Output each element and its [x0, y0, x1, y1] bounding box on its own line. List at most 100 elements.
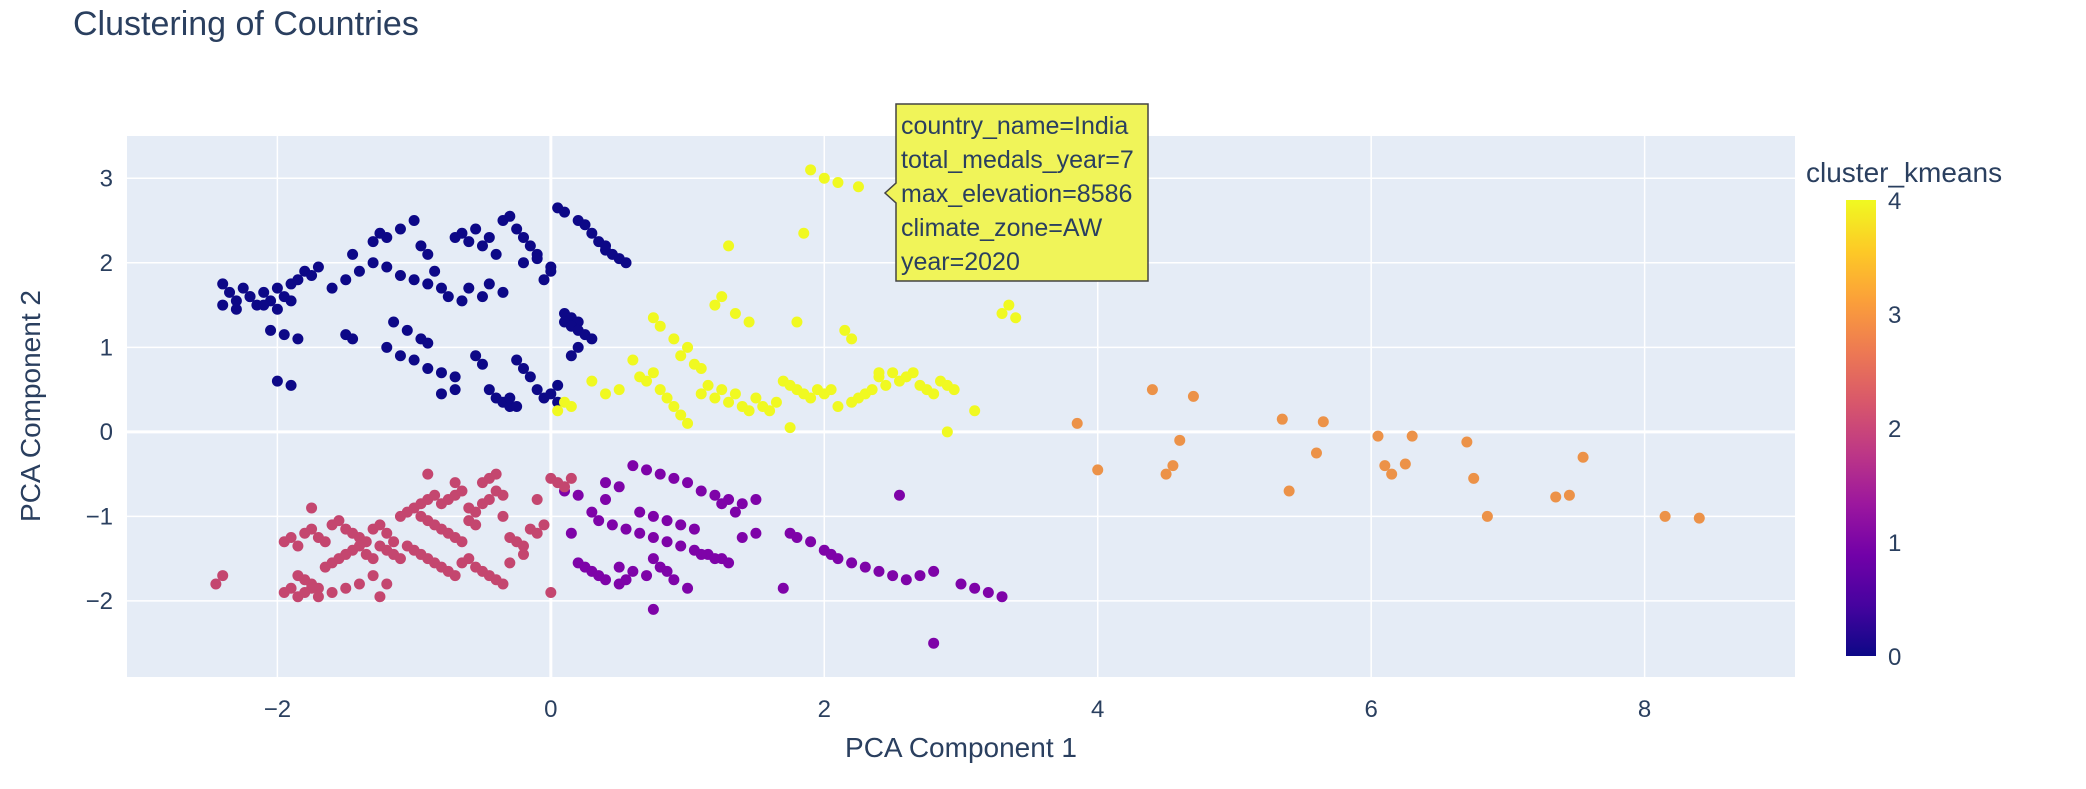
scatter-point-cluster-2[interactable]: [388, 536, 400, 548]
scatter-point-cluster-0[interactable]: [545, 388, 557, 400]
scatter-point-cluster-1[interactable]: [688, 523, 700, 535]
scatter-point-cluster-2[interactable]: [285, 532, 297, 544]
scatter-point-cluster-0[interactable]: [408, 215, 420, 227]
scatter-point-cluster-2[interactable]: [285, 582, 297, 594]
scatter-point-cluster-4[interactable]: [784, 422, 796, 434]
scatter-point-cluster-0[interactable]: [470, 350, 482, 362]
scatter-point-cluster-1[interactable]: [805, 536, 817, 548]
scatter-point-cluster-2[interactable]: [374, 519, 386, 531]
scatter-point-cluster-3[interactable]: [1310, 447, 1322, 459]
scatter-point-cluster-4[interactable]: [709, 392, 721, 404]
scatter-point-cluster-0[interactable]: [224, 286, 236, 298]
scatter-point-cluster-0[interactable]: [517, 362, 529, 374]
scatter-point-cluster-1[interactable]: [791, 532, 803, 544]
scatter-point-cluster-0[interactable]: [394, 269, 406, 281]
scatter-point-cluster-2[interactable]: [565, 472, 577, 484]
scatter-point-cluster-2[interactable]: [517, 540, 529, 552]
scatter-point-cluster-0[interactable]: [367, 236, 379, 248]
scatter-point-cluster-1[interactable]: [709, 553, 721, 565]
scatter-point-cluster-1[interactable]: [572, 489, 584, 501]
scatter-point-cluster-4[interactable]: [839, 324, 851, 336]
scatter-point-cluster-0[interactable]: [442, 291, 454, 303]
scatter-point-cluster-1[interactable]: [661, 515, 673, 527]
scatter-point-cluster-1[interactable]: [613, 561, 625, 573]
scatter-point-cluster-4[interactable]: [743, 316, 755, 328]
scatter-point-cluster-0[interactable]: [271, 303, 283, 315]
scatter-point-cluster-4[interactable]: [846, 333, 858, 345]
scatter-point-cluster-3[interactable]: [1563, 489, 1575, 501]
scatter-point-cluster-0[interactable]: [545, 261, 557, 273]
scatter-point-cluster-2[interactable]: [306, 523, 318, 535]
scatter-point-cluster-0[interactable]: [476, 240, 488, 252]
scatter-point-cluster-2[interactable]: [449, 477, 461, 489]
scatter-point-cluster-1[interactable]: [634, 527, 646, 539]
scatter-point-cluster-1[interactable]: [593, 515, 605, 527]
scatter-point-cluster-1[interactable]: [641, 570, 653, 582]
scatter-point-cluster-2[interactable]: [517, 548, 529, 560]
scatter-point-cluster-3[interactable]: [1146, 384, 1158, 396]
scatter-point-cluster-1[interactable]: [928, 637, 940, 649]
scatter-point-cluster-4[interactable]: [770, 396, 782, 408]
scatter-point-cluster-3[interactable]: [1167, 460, 1179, 472]
scatter-point-cluster-2[interactable]: [381, 578, 393, 590]
scatter-point-cluster-1[interactable]: [736, 498, 748, 510]
scatter-point-cluster-2[interactable]: [483, 493, 495, 505]
scatter-point-cluster-1[interactable]: [695, 548, 707, 560]
scatter-point-cluster-4[interactable]: [586, 375, 598, 387]
scatter-point-cluster-0[interactable]: [476, 358, 488, 370]
scatter-point-cluster-0[interactable]: [463, 236, 475, 248]
scatter-point-cluster-2[interactable]: [490, 468, 502, 480]
scatter-point-cluster-0[interactable]: [483, 278, 495, 290]
scatter-point-cluster-2[interactable]: [306, 582, 318, 594]
scatter-point-cluster-3[interactable]: [1187, 390, 1199, 402]
scatter-point-cluster-1[interactable]: [928, 565, 940, 577]
scatter-point-cluster-2[interactable]: [456, 485, 468, 497]
scatter-point-cluster-4[interactable]: [764, 405, 776, 417]
scatter-point-cluster-0[interactable]: [517, 257, 529, 269]
scatter-point-cluster-1[interactable]: [955, 578, 967, 590]
scatter-point-cluster-3[interactable]: [1386, 468, 1398, 480]
scatter-point-cluster-0[interactable]: [490, 248, 502, 260]
scatter-point-cluster-4[interactable]: [873, 367, 885, 379]
scatter-point-cluster-2[interactable]: [538, 519, 550, 531]
scatter-point-cluster-4[interactable]: [832, 176, 844, 188]
scatter-point-cluster-0[interactable]: [504, 392, 516, 404]
scatter-point-cluster-0[interactable]: [429, 265, 441, 277]
scatter-point-cluster-4[interactable]: [723, 396, 735, 408]
scatter-point-cluster-2[interactable]: [504, 557, 516, 569]
scatter-point-cluster-4[interactable]: [565, 401, 577, 412]
scatter-point-cluster-0[interactable]: [517, 231, 529, 243]
scatter-point-cluster-4[interactable]: [709, 299, 721, 311]
scatter-point-cluster-0[interactable]: [237, 282, 249, 294]
scatter-point-cluster-2[interactable]: [353, 540, 365, 552]
scatter-point-cluster-0[interactable]: [347, 248, 359, 260]
scatter-point-cluster-1[interactable]: [695, 485, 707, 497]
scatter-point-cluster-1[interactable]: [709, 489, 721, 501]
scatter-point-cluster-1[interactable]: [641, 464, 653, 476]
scatter-point-cluster-4[interactable]: [805, 392, 817, 404]
scatter-point-cluster-0[interactable]: [408, 354, 420, 366]
scatter-point-cluster-1[interactable]: [668, 472, 680, 484]
scatter-point-cluster-0[interactable]: [470, 223, 482, 235]
scatter-point-cluster-0[interactable]: [504, 210, 516, 222]
scatter-point-cluster-2[interactable]: [497, 510, 509, 522]
scatter-point-cluster-1[interactable]: [620, 523, 632, 535]
scatter-point-cluster-1[interactable]: [716, 498, 728, 510]
scatter-point-cluster-3[interactable]: [1406, 430, 1418, 442]
scatter-point-cluster-0[interactable]: [449, 371, 461, 383]
scatter-point-cluster-1[interactable]: [606, 519, 618, 531]
scatter-point-cluster-4[interactable]: [641, 375, 653, 387]
scatter-point-cluster-1[interactable]: [846, 557, 858, 569]
scatter-point-cluster-2[interactable]: [312, 591, 324, 603]
scatter-point-cluster-0[interactable]: [511, 223, 523, 235]
scatter-point-cluster-4[interactable]: [750, 392, 762, 404]
scatter-point-cluster-4[interactable]: [668, 333, 680, 345]
scatter-point-cluster-1[interactable]: [750, 493, 762, 505]
scatter-point-cluster-4[interactable]: [907, 367, 919, 379]
scatter-point-cluster-3[interactable]: [1160, 468, 1172, 480]
scatter-point-cluster-0[interactable]: [476, 291, 488, 303]
scatter-point-cluster-1[interactable]: [654, 468, 666, 480]
scatter-point-cluster-0[interactable]: [326, 282, 338, 294]
scatter-point-cluster-0[interactable]: [511, 354, 523, 366]
scatter-point-cluster-2[interactable]: [367, 570, 379, 582]
